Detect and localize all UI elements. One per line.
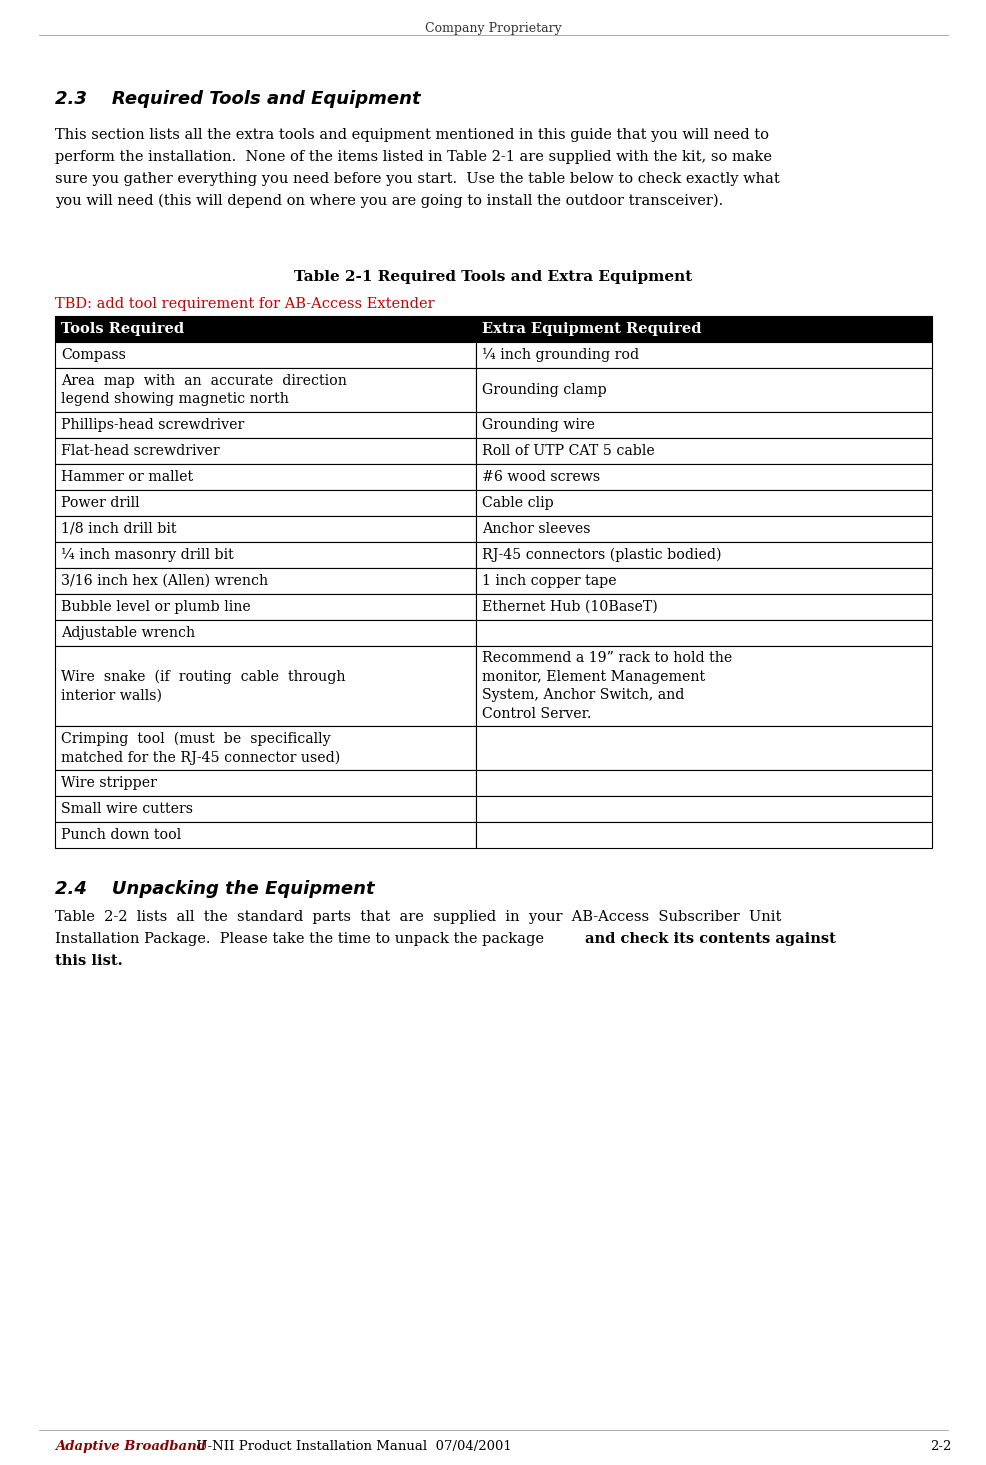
- Text: Anchor sleeves: Anchor sleeves: [481, 522, 590, 536]
- Text: Hammer or mallet: Hammer or mallet: [61, 470, 193, 483]
- Text: 1 inch copper tape: 1 inch copper tape: [481, 574, 616, 587]
- Text: Company Proprietary: Company Proprietary: [425, 22, 561, 35]
- Bar: [475, 438, 931, 464]
- Text: Grounding wire: Grounding wire: [481, 418, 595, 432]
- Text: and check its contents against: and check its contents against: [585, 932, 835, 946]
- Text: Crimping  tool  (must  be  specifically
matched for the RJ-45 connector used): Crimping tool (must be specifically matc…: [61, 731, 340, 765]
- Text: Adjustable wrench: Adjustable wrench: [61, 626, 195, 640]
- Text: Phillips-head screwdriver: Phillips-head screwdriver: [61, 418, 244, 432]
- Bar: [475, 727, 931, 771]
- Bar: [55, 593, 475, 620]
- Text: Recommend a 19” rack to hold the
monitor, Element Management
System, Anchor Swit: Recommend a 19” rack to hold the monitor…: [481, 652, 732, 721]
- Bar: [475, 368, 931, 412]
- Text: U-NII Product Installation Manual  07/04/2001: U-NII Product Installation Manual 07/04/…: [187, 1440, 511, 1453]
- Bar: [475, 646, 931, 727]
- Bar: [475, 771, 931, 795]
- Text: Wire stripper: Wire stripper: [61, 776, 157, 790]
- Text: 3/16 inch hex (Allen) wrench: 3/16 inch hex (Allen) wrench: [61, 574, 268, 587]
- Text: 2.4    Unpacking the Equipment: 2.4 Unpacking the Equipment: [55, 880, 375, 898]
- Bar: [475, 341, 931, 368]
- Text: Power drill: Power drill: [61, 497, 139, 510]
- Text: ¼ inch masonry drill bit: ¼ inch masonry drill bit: [61, 548, 234, 563]
- Text: Ethernet Hub (10BaseT): Ethernet Hub (10BaseT): [481, 601, 657, 614]
- Text: Area  map  with  an  accurate  direction
legend showing magnetic north: Area map with an accurate direction lege…: [61, 374, 346, 406]
- Bar: [55, 822, 475, 848]
- Bar: [55, 516, 475, 542]
- Bar: [475, 795, 931, 822]
- Bar: [55, 568, 475, 593]
- Bar: [475, 593, 931, 620]
- Text: 2-2: 2-2: [929, 1440, 951, 1453]
- Text: Punch down tool: Punch down tool: [61, 828, 181, 842]
- Bar: [55, 795, 475, 822]
- Bar: [475, 489, 931, 516]
- Text: Flat-head screwdriver: Flat-head screwdriver: [61, 444, 220, 459]
- Text: TBD: add tool requirement for AB-Access Extender: TBD: add tool requirement for AB-Access …: [55, 297, 434, 311]
- Text: this list.: this list.: [55, 954, 122, 968]
- Text: Adaptive Broadband: Adaptive Broadband: [55, 1440, 206, 1453]
- Text: This section lists all the extra tools and equipment mentioned in this guide tha: This section lists all the extra tools a…: [55, 127, 768, 142]
- Bar: [55, 771, 475, 795]
- Text: #6 wood screws: #6 wood screws: [481, 470, 599, 483]
- Text: Grounding clamp: Grounding clamp: [481, 382, 606, 397]
- Bar: [55, 316, 475, 341]
- Bar: [55, 542, 475, 568]
- Bar: [55, 727, 475, 771]
- Bar: [55, 646, 475, 727]
- Text: you will need (this will depend on where you are going to install the outdoor tr: you will need (this will depend on where…: [55, 193, 723, 208]
- Bar: [55, 438, 475, 464]
- Bar: [475, 568, 931, 593]
- Bar: [475, 516, 931, 542]
- Bar: [475, 542, 931, 568]
- Text: Tools Required: Tools Required: [61, 322, 184, 335]
- Text: Cable clip: Cable clip: [481, 497, 553, 510]
- Bar: [55, 368, 475, 412]
- Text: sure you gather everything you need before you start.  Use the table below to ch: sure you gather everything you need befo…: [55, 171, 779, 186]
- Text: RJ-45 connectors (plastic bodied): RJ-45 connectors (plastic bodied): [481, 548, 721, 563]
- Text: 2.3    Required Tools and Equipment: 2.3 Required Tools and Equipment: [55, 89, 420, 108]
- Bar: [475, 620, 931, 646]
- Text: Table 2-1 Required Tools and Extra Equipment: Table 2-1 Required Tools and Extra Equip…: [294, 270, 692, 284]
- Text: Extra Equipment Required: Extra Equipment Required: [481, 322, 701, 335]
- Text: Compass: Compass: [61, 349, 126, 362]
- Bar: [55, 341, 475, 368]
- Text: ¼ inch grounding rod: ¼ inch grounding rod: [481, 347, 639, 362]
- Bar: [475, 464, 931, 489]
- Bar: [55, 464, 475, 489]
- Bar: [55, 412, 475, 438]
- Bar: [475, 316, 931, 341]
- Bar: [55, 489, 475, 516]
- Bar: [475, 822, 931, 848]
- Text: perform the installation.  None of the items listed in Table 2-1 are supplied wi: perform the installation. None of the it…: [55, 149, 771, 164]
- Bar: [475, 412, 931, 438]
- Text: Bubble level or plumb line: Bubble level or plumb line: [61, 601, 250, 614]
- Text: 1/8 inch drill bit: 1/8 inch drill bit: [61, 522, 176, 536]
- Text: Roll of UTP CAT 5 cable: Roll of UTP CAT 5 cable: [481, 444, 654, 459]
- Text: Wire  snake  (if  routing  cable  through
interior walls): Wire snake (if routing cable through int…: [61, 670, 345, 702]
- Text: Installation Package.  Please take the time to unpack the package: Installation Package. Please take the ti…: [55, 932, 548, 946]
- Text: Table  2-2  lists  all  the  standard  parts  that  are  supplied  in  your  AB-: Table 2-2 lists all the standard parts t…: [55, 910, 781, 924]
- Text: Small wire cutters: Small wire cutters: [61, 801, 193, 816]
- Bar: [55, 620, 475, 646]
